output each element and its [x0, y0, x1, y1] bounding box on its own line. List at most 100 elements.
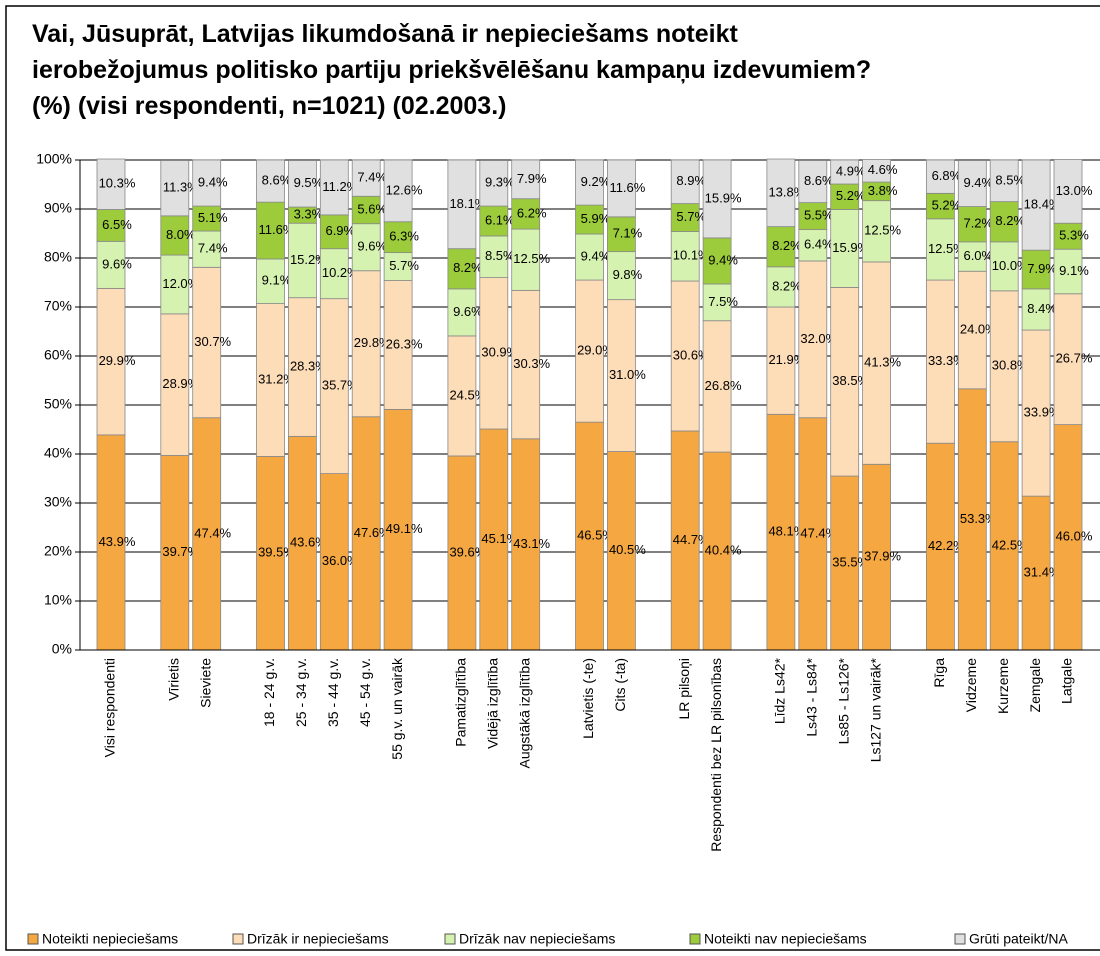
data-label: 11.3%: [163, 180, 199, 195]
bar-segment: [160, 160, 190, 217]
bar-segment: [607, 251, 636, 301]
data-label: 44.7%: [673, 532, 710, 547]
data-label: 12.5%: [864, 223, 901, 238]
data-label: 33.9%: [1024, 405, 1061, 420]
data-label: 8.5%: [485, 248, 515, 263]
bar-segment: [96, 434, 126, 651]
bar-segment: [1021, 495, 1051, 651]
legend-label: Grūti pateikt/NA: [969, 931, 1068, 947]
bar-segment: [96, 158, 126, 210]
bar-segment: [479, 235, 509, 278]
legend-swatch: [232, 933, 244, 945]
data-label: 9.1%: [262, 273, 292, 288]
data-label: 37.9%: [864, 549, 901, 564]
bar-segment: [575, 233, 604, 281]
data-label: 8.2%: [772, 278, 802, 293]
bar-segment: [830, 183, 860, 210]
bar-segment: [256, 201, 285, 260]
data-label: 15.2%: [290, 252, 327, 267]
bar-segment: [256, 159, 285, 203]
x-tick-label: Līdz Ls42*: [772, 657, 788, 724]
bar-segment: [766, 158, 796, 228]
data-label: 13.8%: [768, 184, 805, 199]
data-label: 30.8%: [992, 358, 1029, 373]
bar-segment: [319, 473, 349, 651]
x-tick-label: Ls43 - Ls84*: [804, 657, 820, 736]
data-label: 24.5%: [449, 387, 486, 402]
data-label: 42.2%: [928, 538, 965, 553]
bar-segment: [287, 160, 317, 208]
bar-segment: [607, 299, 636, 452]
data-label: 12.5%: [513, 251, 550, 266]
bar-segment: [670, 430, 700, 651]
y-tick-label: 30%: [44, 494, 72, 510]
bar-segment: [192, 205, 222, 232]
chart-title: Vai, Jūsuprāt, Latvijas likumdošanā ir n…: [32, 20, 872, 120]
x-tick-label: Visi respondenti: [102, 658, 118, 757]
bar-segment: [447, 159, 477, 250]
data-label: 11.6%: [259, 222, 295, 237]
bar-segment: [575, 421, 604, 651]
data-label: 7.4%: [198, 241, 228, 256]
data-label: 41.3%: [864, 355, 901, 370]
bar-segment: [670, 203, 700, 232]
data-label: 21.9%: [768, 352, 805, 367]
bar-segment: [575, 279, 604, 423]
bar-segment: [319, 248, 349, 300]
bar-segment: [383, 221, 413, 254]
data-label: 10.0%: [992, 258, 1029, 273]
data-label: 47.6%: [354, 525, 391, 540]
data-label: 8.0%: [166, 227, 196, 242]
data-label: 12.5%: [928, 241, 965, 256]
data-label: 7.5%: [708, 294, 738, 309]
bar-segment: [607, 159, 636, 218]
data-label: 18.1%: [449, 196, 486, 211]
bar-segment: [926, 442, 955, 651]
data-label: 29.8%: [354, 335, 391, 350]
bar-segment: [192, 266, 222, 419]
y-tick-label: 100%: [36, 151, 72, 167]
data-label: 10.1%: [673, 248, 710, 263]
x-tick-label: Latgale: [1059, 658, 1075, 704]
data-label: 6.3%: [389, 229, 419, 244]
x-tick-label: Cits (-ta): [612, 658, 628, 712]
data-label: 8.6%: [804, 173, 834, 188]
data-label: 30.3%: [513, 356, 550, 371]
data-label: 26.8%: [705, 378, 742, 393]
data-label: 13.0%: [1056, 183, 1093, 198]
bar-segment: [287, 297, 317, 437]
data-label: 12.0%: [162, 276, 199, 291]
bar-segment: [862, 463, 891, 651]
data-label: 8.6%: [262, 173, 292, 188]
bar-segment: [256, 456, 285, 651]
data-label: 9.4%: [963, 175, 993, 190]
bar-segment: [862, 159, 891, 183]
x-tick-label: Ls127 un vairāk*: [867, 657, 883, 762]
bar-segment: [383, 159, 413, 223]
data-label: 43.1%: [513, 536, 550, 551]
data-label: 10.2%: [322, 265, 359, 280]
y-tick-label: 10%: [44, 592, 72, 608]
x-tick-label: 55 g.v. un vairāk: [389, 657, 405, 760]
bar-segment: [830, 475, 860, 651]
data-label: 43.6%: [290, 535, 327, 550]
bar-segment: [319, 214, 349, 250]
bar-segment: [1053, 293, 1083, 425]
legend-label: Drīzāk ir nepieciešams: [247, 931, 389, 947]
y-tick-label: 90%: [44, 200, 72, 216]
data-label: 31.0%: [609, 367, 646, 382]
data-label: 9.6%: [357, 239, 387, 254]
x-tick-label: Sieviete: [197, 658, 213, 708]
legend-swatch: [954, 933, 966, 945]
bar-segment: [766, 266, 796, 308]
bar-segment: [798, 260, 828, 419]
data-label: 7.1%: [613, 226, 643, 241]
bar-segment: [926, 218, 955, 281]
data-label: 38.5%: [832, 373, 869, 388]
x-tick-label: Latvietis (-te): [580, 658, 596, 739]
bar-segment: [989, 290, 1019, 443]
data-label: 39.6%: [449, 544, 486, 559]
data-label: 9.6%: [102, 256, 132, 271]
bar-segment: [766, 306, 796, 415]
